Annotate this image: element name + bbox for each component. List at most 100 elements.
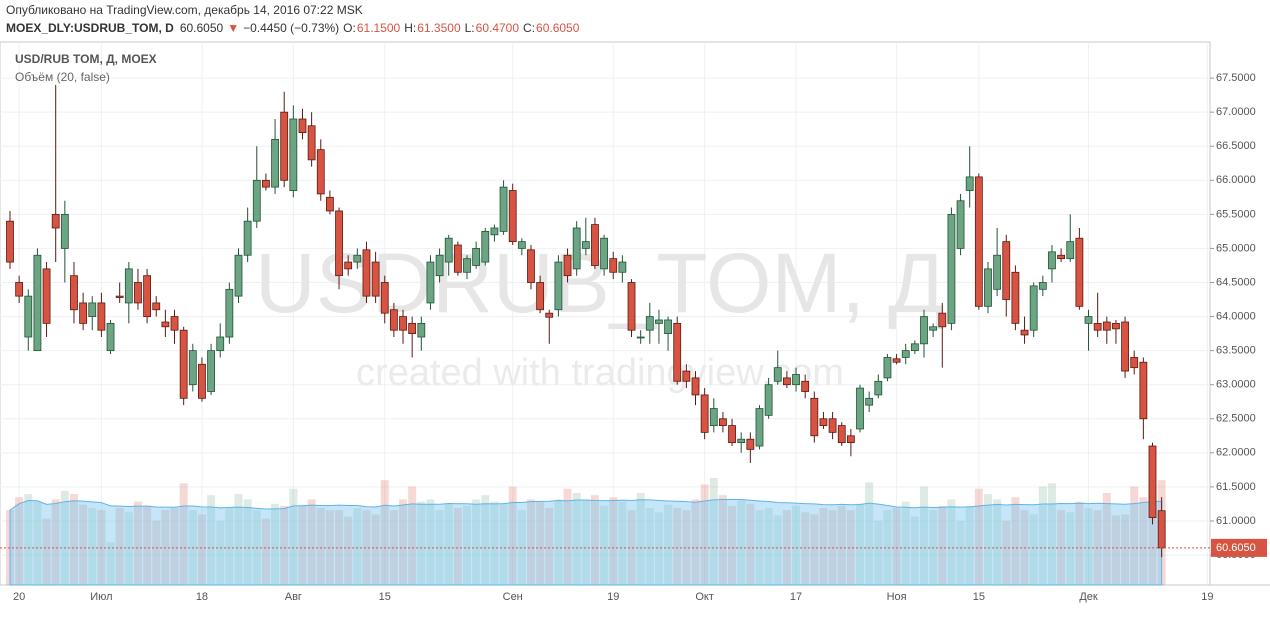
- volume-bar: [856, 503, 865, 585]
- candle-body: [1121, 321, 1129, 372]
- volume-bar: [197, 514, 206, 585]
- candle-body: [591, 224, 599, 266]
- volume-bar: [983, 494, 992, 585]
- volume-bar: [901, 501, 910, 585]
- volume-bar: [636, 492, 645, 585]
- ohlc-value: 61.1500: [357, 21, 401, 35]
- volume-bar: [472, 499, 481, 585]
- candle-body: [636, 336, 645, 339]
- ohlc-key: H:: [404, 21, 416, 35]
- x-tick-label: 17: [790, 591, 802, 603]
- candle-body: [846, 435, 855, 444]
- candle-body: [554, 261, 563, 311]
- candle-body: [161, 321, 170, 328]
- last-price-box: [1211, 538, 1267, 557]
- volume-bar: [289, 488, 298, 585]
- x-tick-label: 19: [607, 591, 619, 603]
- ohlc-key: L:: [465, 21, 475, 35]
- volume-bar: [261, 518, 270, 585]
- volume-bar: [316, 507, 325, 585]
- volume-bar: [353, 507, 362, 585]
- candle-body: [719, 418, 727, 426]
- y-tick-label: 63.0000: [1216, 379, 1256, 391]
- candle-body: [545, 312, 554, 318]
- candle-body: [737, 438, 746, 444]
- candle-body: [691, 377, 700, 396]
- x-tick-label: 19: [1201, 591, 1213, 603]
- candle-body: [435, 254, 444, 277]
- x-tick-label: 15: [973, 591, 985, 603]
- volume-bar: [773, 515, 782, 585]
- volume-bar: [124, 512, 133, 585]
- volume-bar: [1066, 512, 1075, 585]
- volume-bar: [609, 497, 618, 585]
- volume-bar: [335, 510, 344, 585]
- volume-bar: [709, 478, 718, 585]
- volume-bar: [883, 510, 892, 585]
- volume-pane: [6, 478, 1166, 586]
- candle-body: [325, 196, 334, 212]
- volume-bar: [453, 507, 462, 585]
- volume-bar: [737, 499, 746, 585]
- volume-bar: [1047, 483, 1056, 585]
- candle-body: [865, 397, 874, 406]
- candle-body: [33, 254, 42, 352]
- candle-body: [536, 282, 545, 311]
- volume-bar: [627, 510, 636, 585]
- volume-bar: [590, 495, 599, 585]
- change-arrow: ▼: [227, 21, 239, 35]
- candle-body: [1139, 361, 1148, 420]
- candle-body: [463, 258, 471, 273]
- x-tick-label: Ноя: [887, 591, 907, 603]
- volume-bar: [920, 486, 928, 585]
- candle-body: [828, 418, 837, 433]
- volume-bar: [837, 505, 846, 585]
- candle-body: [581, 241, 590, 249]
- candle-body: [1093, 322, 1102, 331]
- volume-bar: [69, 494, 78, 585]
- candle-body: [956, 200, 965, 249]
- candle-body: [97, 302, 106, 331]
- volume-bar: [563, 488, 572, 585]
- volume-bar: [746, 503, 755, 585]
- candle-body: [216, 336, 225, 352]
- candle-body: [481, 231, 490, 263]
- volume-bar: [764, 507, 773, 585]
- candle-body: [143, 275, 152, 317]
- volume-bar: [654, 512, 663, 585]
- candle-body: [1102, 321, 1111, 331]
- candle-body: [243, 220, 252, 256]
- candle-body: [517, 241, 526, 249]
- volume-bar: [280, 505, 289, 585]
- candle-body: [627, 282, 636, 331]
- candle-body: [974, 176, 983, 307]
- candle-body: [106, 322, 115, 352]
- candle-body: [1048, 251, 1056, 270]
- last-price: 60.6050: [180, 21, 224, 35]
- volume-bar: [947, 499, 956, 585]
- volume-bar: [225, 507, 234, 585]
- x-tick-label: Дек: [1079, 591, 1098, 603]
- volume-bar: [508, 486, 517, 585]
- volume-bar: [1075, 501, 1084, 585]
- candle-body: [856, 387, 864, 430]
- candle-body: [280, 111, 289, 181]
- y-tick-label: 65.5000: [1216, 208, 1256, 220]
- volume-bar: [481, 495, 490, 585]
- volume-bar: [993, 499, 1002, 585]
- volume-bar: [664, 504, 673, 585]
- candle-body: [1029, 285, 1038, 331]
- y-tick-label: 65.0000: [1216, 242, 1256, 254]
- volume-bar: [106, 542, 115, 585]
- y-tick-label: 61.5000: [1216, 481, 1256, 493]
- candle-body: [70, 275, 78, 311]
- candle-body: [837, 425, 846, 444]
- volume-bar: [344, 516, 353, 585]
- candle-body: [298, 118, 307, 134]
- change: −0.4450 (−0.73%): [243, 21, 339, 35]
- candle-body: [929, 326, 938, 331]
- candle-body: [508, 190, 517, 243]
- candle-body: [289, 118, 298, 191]
- volume-bar: [728, 505, 737, 585]
